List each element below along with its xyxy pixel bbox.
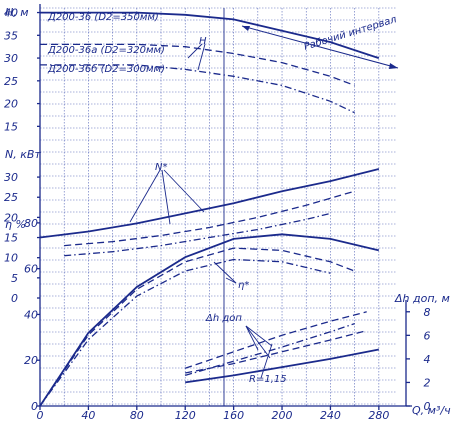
leader-line	[129, 169, 161, 223]
leader-line	[187, 43, 203, 59]
npsh-tick-label: 0	[424, 400, 431, 413]
x-tick-label: 80	[130, 409, 144, 422]
power-tick-label: 30	[4, 171, 18, 184]
axes	[39, 4, 412, 407]
head-tick-label: 15	[4, 120, 18, 133]
x-tick-label: 0	[37, 409, 44, 422]
power-series-2	[64, 212, 331, 257]
npsh-series-2	[185, 322, 355, 377]
leader-line	[225, 277, 237, 284]
npsh-tick-label: 2	[424, 376, 431, 389]
power-tick-label: 15	[4, 232, 18, 245]
head-tick-label: 40	[4, 7, 18, 20]
efficiency-series-label: η*	[238, 280, 249, 291]
working-interval-arrowhead-right	[389, 63, 398, 69]
x-tick-label: 240	[320, 409, 341, 422]
power-tick-label: 0	[11, 292, 18, 305]
leader-line	[245, 325, 273, 347]
series-label-h3: Д200-36б (D2=300мм)	[47, 63, 165, 75]
h-annotation: H	[199, 36, 207, 47]
chart-labels: H, м N, кВт η % Δh доп, м Q, м³/ч Д200-3…	[5, 6, 451, 417]
x-axis-label: Q, м³/ч	[412, 404, 451, 417]
head-tick-label: 25	[4, 75, 18, 88]
x-tick-label: 160	[223, 409, 244, 422]
working-interval-label: Рабочий интервал	[302, 13, 398, 53]
npsh-series-label: Δh доп	[205, 313, 242, 324]
power-tick-label: 5	[11, 272, 18, 285]
power-axis-label: N, кВт	[5, 148, 41, 161]
power-series-1	[64, 190, 355, 247]
efficiency-series-1	[39, 247, 355, 407]
npsh-series-0	[185, 348, 379, 384]
efficiency-tick-label: 80	[24, 217, 38, 230]
npsh-tick-label: 8	[424, 306, 431, 319]
efficiency-tick-label: 0	[31, 400, 38, 413]
power-tick-label: 25	[4, 191, 18, 204]
r-annotation: R=1,15	[249, 374, 287, 385]
leader-line	[260, 343, 273, 379]
working-interval-arrow	[241, 25, 399, 69]
npsh-series-1	[184, 311, 367, 369]
efficiency-axis-label: η %	[5, 218, 26, 231]
npsh-tick-label: 6	[424, 329, 431, 342]
efficiency-tick-label: 40	[24, 308, 38, 321]
x-tick-label: 40	[81, 409, 95, 422]
series-label-h1: Д200-36 (D2=350мм)	[47, 12, 159, 23]
efficiency-tick-label: 60	[24, 263, 38, 276]
x-tick-label: 200	[272, 409, 293, 422]
head-tick-label: 30	[4, 52, 18, 65]
series-lines	[39, 8, 399, 407]
npsh-series-3	[185, 329, 367, 374]
head-series-0	[40, 11, 380, 59]
power-series-label: N*	[155, 162, 167, 173]
series-label-h2: Д200-36а (D2=320мм)	[47, 45, 165, 56]
npsh-tick-label: 4	[424, 353, 431, 366]
head-tick-label: 35	[4, 29, 18, 42]
power-series-0	[39, 168, 380, 239]
leader-line	[213, 261, 237, 284]
efficiency-series-0	[39, 233, 380, 407]
leader-line	[163, 169, 205, 213]
working-interval-arrowhead-left	[242, 26, 250, 31]
leader-line	[245, 325, 271, 359]
x-tick-label: 120	[175, 409, 196, 422]
tick-labels: 0 40 80 120 160 200 240 28015202530354005101520…	[4, 7, 431, 422]
leader-line	[197, 43, 206, 71]
leader-line	[245, 325, 259, 351]
efficiency-tick-label: 20	[24, 354, 38, 367]
head-series-2	[40, 64, 355, 114]
head-series-1	[40, 43, 355, 87]
power-tick-label: 20	[4, 211, 18, 224]
head-axis-label: H, м	[5, 6, 29, 19]
x-tick-label: 280	[368, 409, 389, 422]
power-tick-label: 10	[4, 252, 18, 265]
leader-line	[161, 169, 171, 225]
head-tick-label: 20	[4, 98, 18, 111]
npsh-axis-label: Δh доп, м	[394, 292, 450, 305]
